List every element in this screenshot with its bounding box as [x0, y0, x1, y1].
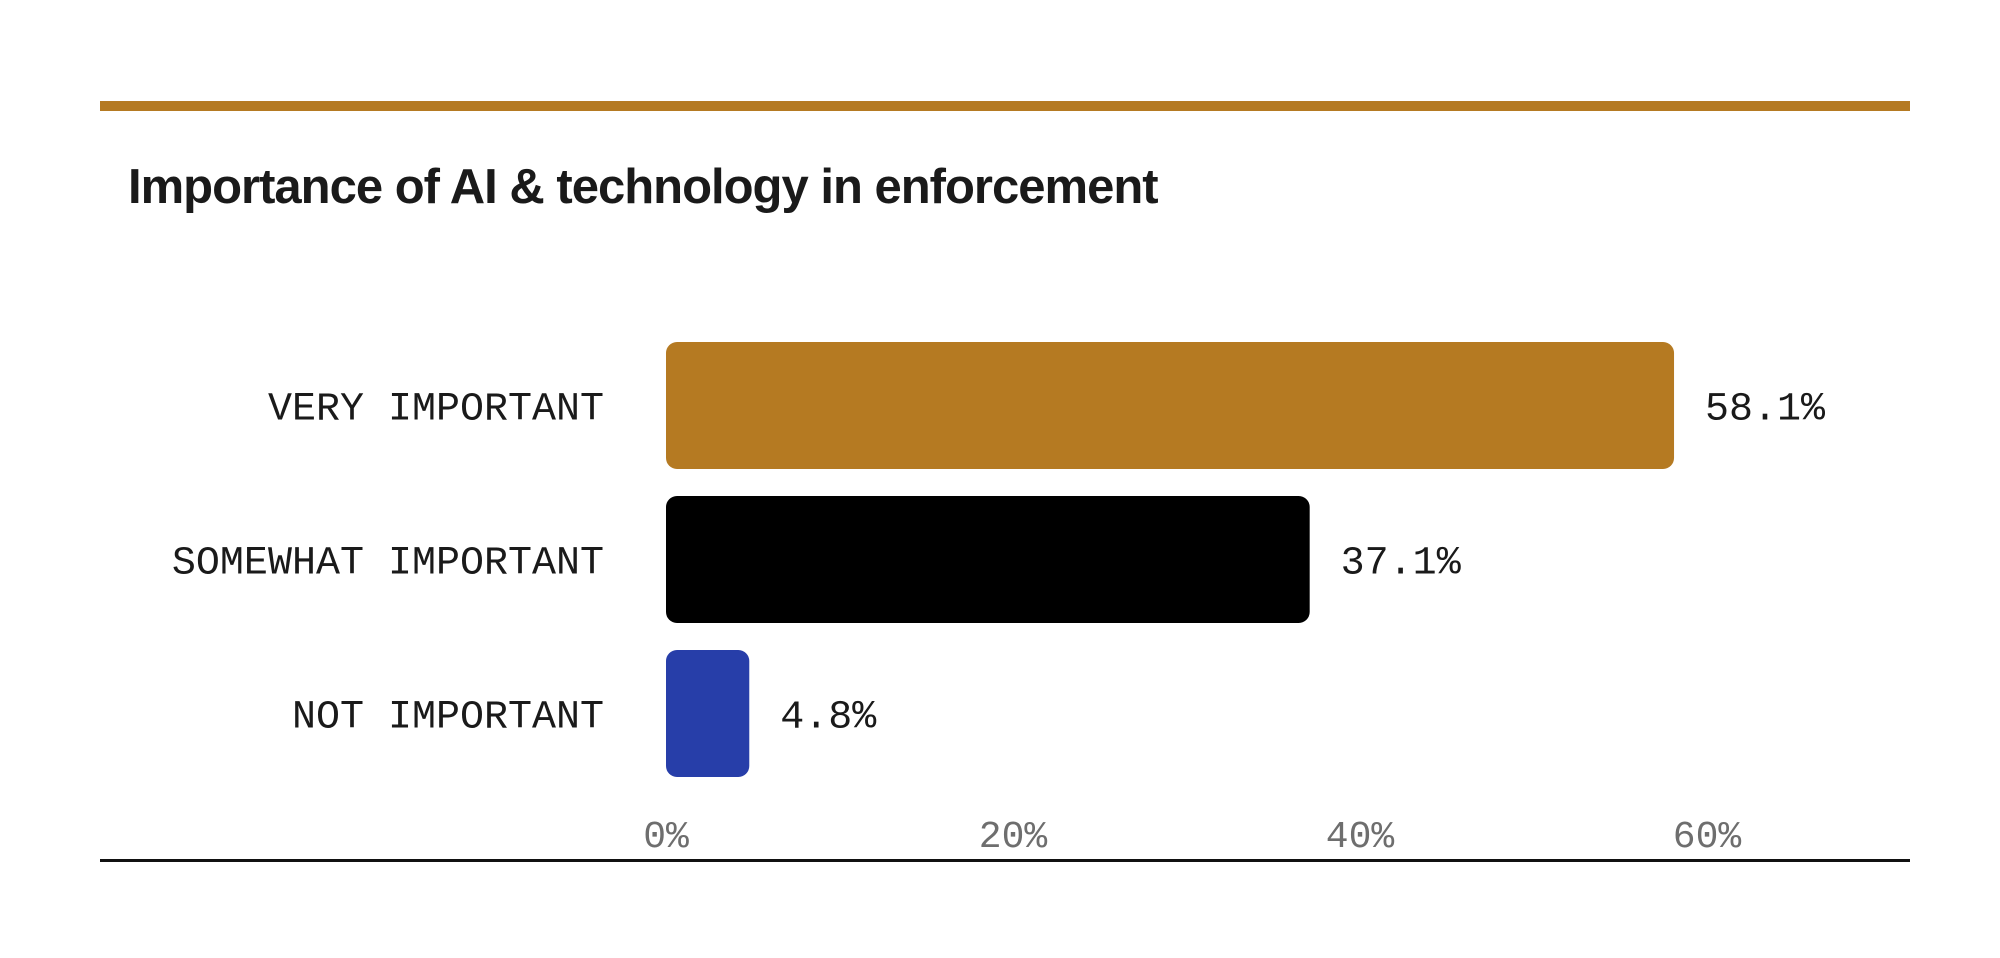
bar-very-important: [666, 342, 1675, 469]
bar-not-important: [666, 650, 750, 777]
value-label: 37.1%: [1341, 542, 1462, 587]
bars-group: VERY IMPORTANT 58.1% SOMEWHAT IMPORTANT 37.…: [172, 342, 1826, 777]
x-tick-label: 60%: [1673, 816, 1742, 859]
chart-title: Importance of AI & technology in enforce…: [128, 160, 1158, 214]
x-tick-label: 20%: [979, 816, 1048, 859]
value-label: 58.1%: [1705, 388, 1826, 433]
value-label: 4.8%: [780, 696, 877, 741]
x-tick-label: 40%: [1326, 816, 1395, 859]
top-accent-rule: [100, 101, 1910, 111]
x-axis-ticks: 0% 20% 40% 60%: [643, 816, 1741, 859]
category-label: NOT IMPORTANT: [292, 696, 604, 741]
x-tick-label: 0%: [643, 816, 689, 859]
x-axis-baseline: [100, 859, 1910, 862]
category-label: SOMEWHAT IMPORTANT: [172, 542, 604, 587]
category-label: VERY IMPORTANT: [268, 388, 604, 433]
bar-somewhat-important: [666, 496, 1310, 623]
